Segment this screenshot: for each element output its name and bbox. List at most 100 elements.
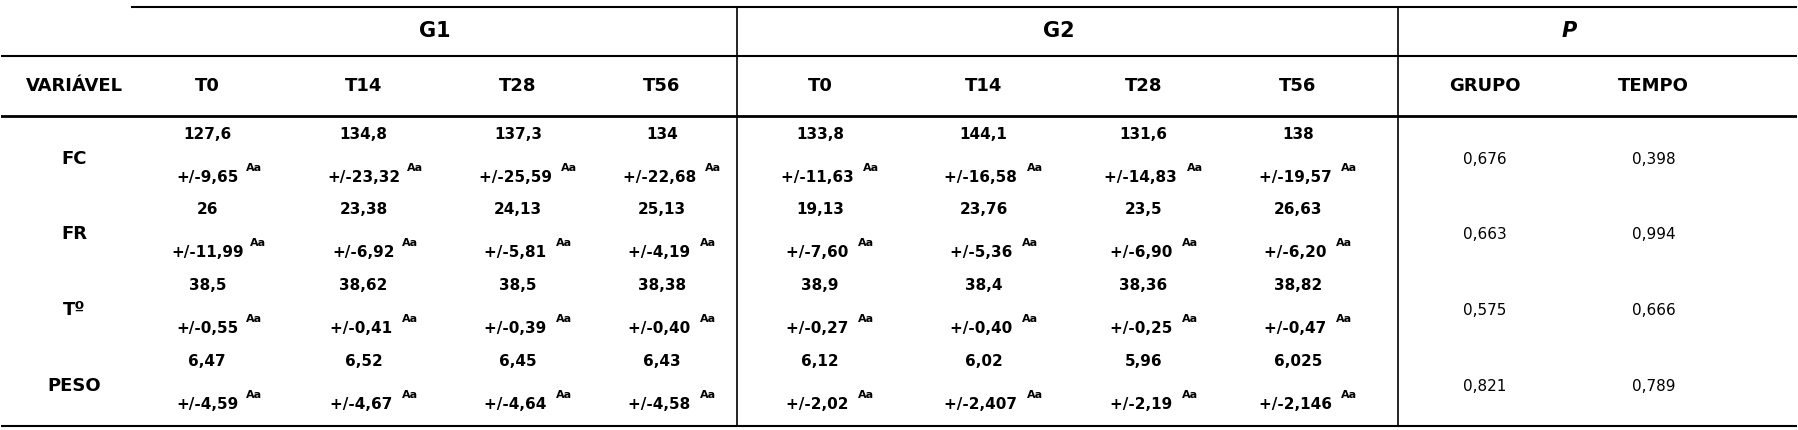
Text: 26: 26	[196, 202, 218, 217]
Text: 6,52: 6,52	[345, 354, 383, 369]
Text: Aa: Aa	[406, 163, 423, 173]
Text: T0: T0	[194, 77, 219, 95]
Text: 38,9: 38,9	[802, 278, 838, 293]
Text: Aa: Aa	[556, 314, 572, 324]
Text: 0,663: 0,663	[1464, 227, 1507, 242]
Text: Aa: Aa	[1336, 238, 1352, 248]
Text: +/-6,92: +/-6,92	[333, 245, 396, 260]
Text: Aa: Aa	[699, 238, 716, 248]
Text: 38,5: 38,5	[500, 278, 538, 293]
Text: Aa: Aa	[699, 314, 716, 324]
Text: 38,38: 38,38	[638, 278, 685, 293]
Text: Aa: Aa	[858, 238, 874, 248]
Text: 6,47: 6,47	[189, 354, 227, 369]
Text: Aa: Aa	[401, 238, 417, 248]
Text: T28: T28	[500, 77, 538, 95]
Text: +/-0,40: +/-0,40	[628, 321, 696, 336]
Text: T14: T14	[345, 77, 383, 95]
Text: Aa: Aa	[1336, 314, 1352, 324]
Text: Aa: Aa	[250, 238, 266, 248]
Text: 23,38: 23,38	[340, 202, 388, 217]
Text: +/-11,99: +/-11,99	[171, 245, 243, 260]
Text: 6,12: 6,12	[802, 354, 838, 369]
Text: Aa: Aa	[1027, 163, 1043, 173]
Text: 38,5: 38,5	[189, 278, 227, 293]
Text: 0,789: 0,789	[1633, 379, 1676, 394]
Text: 6,02: 6,02	[964, 354, 1001, 369]
Text: 0,398: 0,398	[1633, 152, 1676, 167]
Text: +/-4,19: +/-4,19	[628, 245, 696, 260]
Text: Aa: Aa	[1181, 390, 1197, 400]
Text: +/-0,27: +/-0,27	[786, 321, 854, 336]
Text: Aa: Aa	[699, 390, 716, 400]
Text: Aa: Aa	[1181, 314, 1197, 324]
Text: 38,36: 38,36	[1118, 278, 1167, 293]
Text: +/-4,59: +/-4,59	[176, 397, 239, 412]
Text: +/-2,19: +/-2,19	[1109, 397, 1178, 412]
Text: 23,5: 23,5	[1124, 202, 1162, 217]
Text: +/-2,02: +/-2,02	[786, 397, 854, 412]
Text: +/-6,20: +/-6,20	[1264, 245, 1332, 260]
Text: Aa: Aa	[858, 314, 874, 324]
Text: P: P	[1561, 21, 1577, 41]
Text: +/-7,60: +/-7,60	[786, 245, 854, 260]
Text: +/-4,64: +/-4,64	[484, 397, 552, 412]
Text: Aa: Aa	[246, 314, 261, 324]
Text: +/-22,68: +/-22,68	[622, 170, 701, 185]
Text: +/-5,81: +/-5,81	[484, 245, 552, 260]
Text: 133,8: 133,8	[797, 127, 843, 142]
Text: 23,76: 23,76	[960, 202, 1007, 217]
Text: +/-14,83: +/-14,83	[1104, 170, 1183, 185]
Text: +/-5,36: +/-5,36	[949, 245, 1018, 260]
Text: +/-11,63: +/-11,63	[780, 170, 859, 185]
Text: T56: T56	[1278, 77, 1316, 95]
Text: 6,43: 6,43	[644, 354, 681, 369]
Text: +/-25,59: +/-25,59	[478, 170, 557, 185]
Text: TEMPO: TEMPO	[1618, 77, 1688, 95]
Text: +/-0,25: +/-0,25	[1109, 321, 1178, 336]
Text: 26,63: 26,63	[1273, 202, 1322, 217]
Text: +/-2,407: +/-2,407	[944, 397, 1023, 412]
Text: Aa: Aa	[1187, 163, 1203, 173]
Text: T56: T56	[644, 77, 680, 95]
Text: +/-0,55: +/-0,55	[176, 321, 239, 336]
Text: T0: T0	[807, 77, 832, 95]
Text: 0,994: 0,994	[1633, 227, 1676, 242]
Text: 24,13: 24,13	[494, 202, 543, 217]
Text: Aa: Aa	[1341, 390, 1357, 400]
Text: Aa: Aa	[1181, 238, 1197, 248]
Text: T28: T28	[1124, 77, 1162, 95]
Text: +/-0,39: +/-0,39	[484, 321, 552, 336]
Text: 0,821: 0,821	[1464, 379, 1507, 394]
Text: +/-2,146: +/-2,146	[1259, 397, 1338, 412]
Text: Aa: Aa	[556, 238, 572, 248]
Text: 6,025: 6,025	[1273, 354, 1322, 369]
Text: +/-16,58: +/-16,58	[944, 170, 1023, 185]
Text: Aa: Aa	[561, 163, 577, 173]
Text: FR: FR	[61, 225, 88, 243]
Text: Aa: Aa	[1021, 314, 1037, 324]
Text: 0,575: 0,575	[1464, 303, 1507, 318]
Text: +/-0,41: +/-0,41	[329, 321, 397, 336]
Text: Aa: Aa	[863, 163, 879, 173]
Text: 131,6: 131,6	[1120, 127, 1167, 142]
Text: Aa: Aa	[1021, 238, 1037, 248]
Text: FC: FC	[61, 150, 86, 168]
Text: Aa: Aa	[1027, 390, 1043, 400]
Text: Aa: Aa	[401, 314, 417, 324]
Text: Aa: Aa	[1341, 163, 1357, 173]
Text: +/-4,58: +/-4,58	[628, 397, 696, 412]
Text: +/-0,40: +/-0,40	[949, 321, 1018, 336]
Text: G2: G2	[1043, 21, 1075, 41]
Text: 38,82: 38,82	[1273, 278, 1322, 293]
Text: 25,13: 25,13	[638, 202, 685, 217]
Text: Aa: Aa	[858, 390, 874, 400]
Text: Aa: Aa	[556, 390, 572, 400]
Text: 38,62: 38,62	[340, 278, 388, 293]
Text: T14: T14	[966, 77, 1001, 95]
Text: +/-19,57: +/-19,57	[1259, 170, 1338, 185]
Text: VARIÁVEL: VARIÁVEL	[25, 77, 122, 95]
Text: +/-0,47: +/-0,47	[1264, 321, 1332, 336]
Text: 144,1: 144,1	[960, 127, 1007, 142]
Text: +/-6,90: +/-6,90	[1109, 245, 1178, 260]
